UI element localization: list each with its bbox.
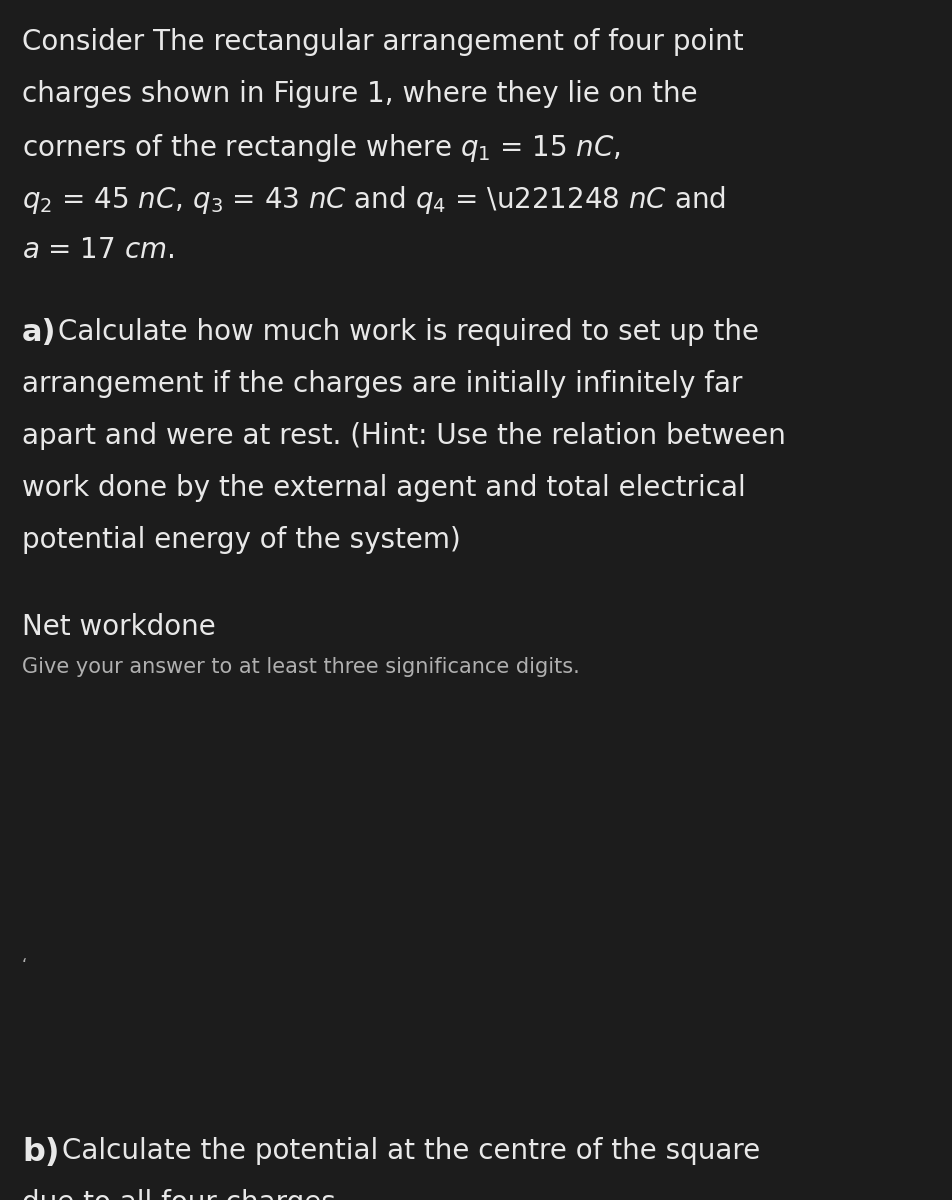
Text: potential energy of the system): potential energy of the system) [22, 526, 461, 554]
Text: Calculate the potential at the centre of the square: Calculate the potential at the centre of… [62, 1138, 761, 1165]
Text: a): a) [22, 318, 56, 347]
Text: Calculate how much work is required to set up the: Calculate how much work is required to s… [58, 318, 759, 346]
Text: b): b) [22, 1138, 59, 1168]
Text: corners of the rectangle where $q_1$ = 15 $nC$,: corners of the rectangle where $q_1$ = 1… [22, 132, 621, 164]
Text: charges shown in Figure 1, where they lie on the: charges shown in Figure 1, where they li… [22, 80, 698, 108]
Text: due to all four charges.: due to all four charges. [22, 1189, 345, 1200]
Text: $a$ = 17 $cm$.: $a$ = 17 $cm$. [22, 236, 174, 264]
Text: Give your answer to at least three significance digits.: Give your answer to at least three signi… [22, 658, 580, 677]
Text: arrangement if the charges are initially infinitely far: arrangement if the charges are initially… [22, 370, 743, 398]
Text: ‘: ‘ [22, 958, 28, 974]
Text: $q_2$ = 45 $nC$, $q_3$ = 43 $nC$ and $q_4$ = \u221248 $nC$ and: $q_2$ = 45 $nC$, $q_3$ = 43 $nC$ and $q_… [22, 184, 725, 216]
Text: Consider The rectangular arrangement of four point: Consider The rectangular arrangement of … [22, 28, 744, 56]
Text: Net workdone: Net workdone [22, 613, 216, 641]
Text: apart and were at rest. (Hint: Use the relation between: apart and were at rest. (Hint: Use the r… [22, 422, 785, 450]
Text: work done by the external agent and total electrical: work done by the external agent and tota… [22, 474, 745, 502]
